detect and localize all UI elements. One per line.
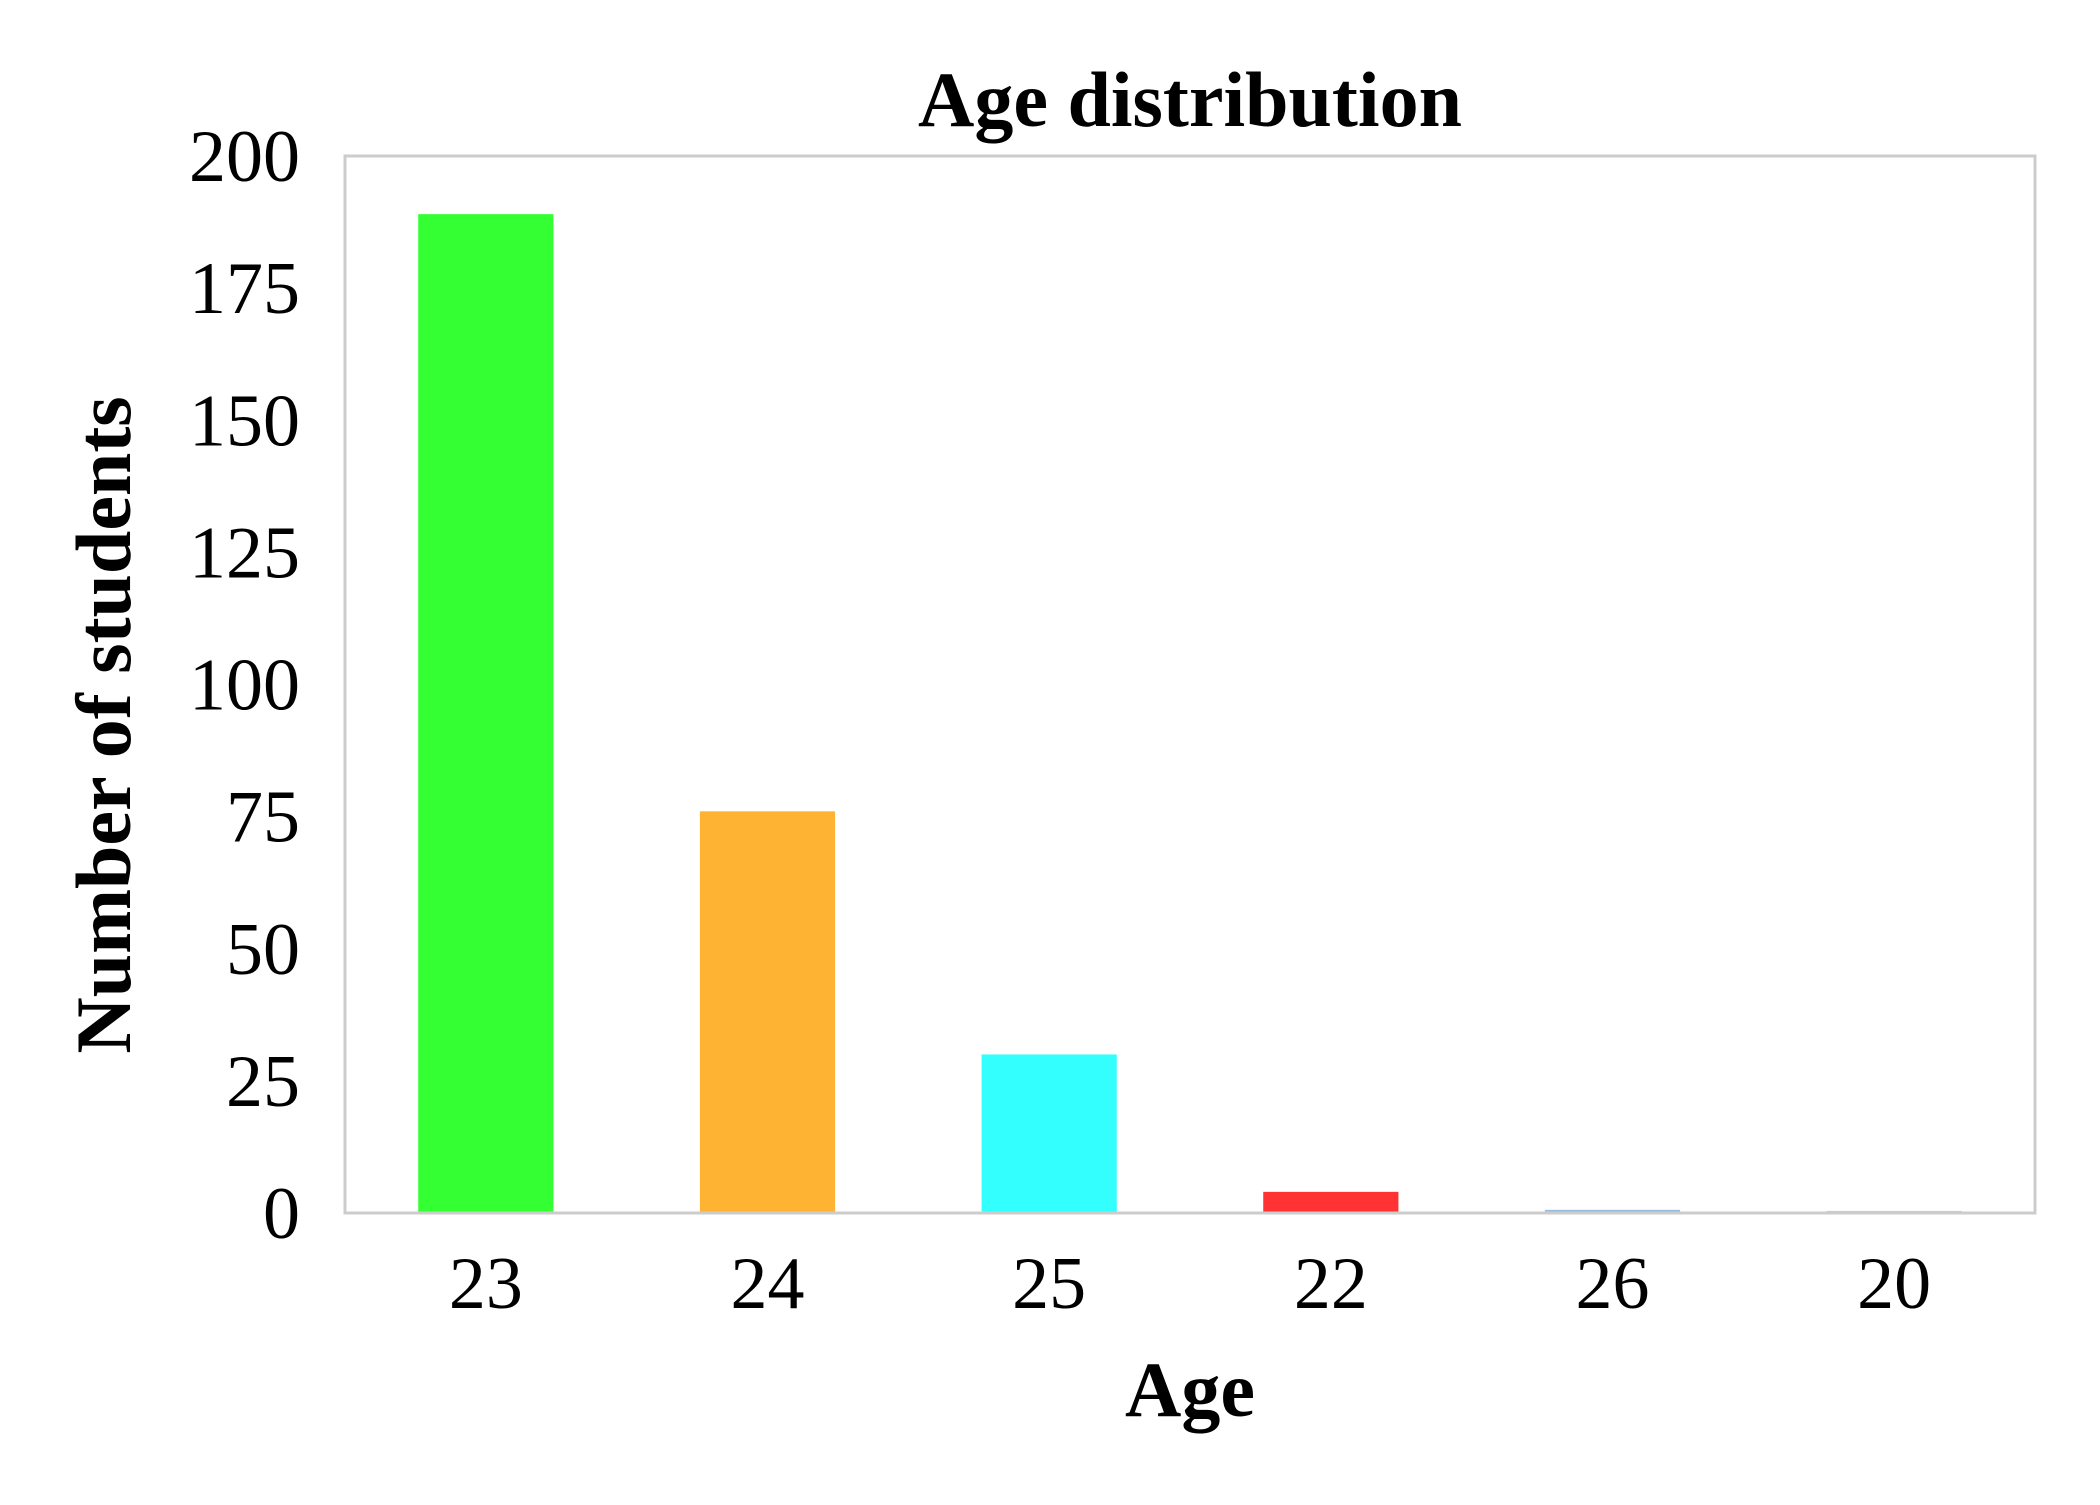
- y-tick-label: 125: [189, 512, 300, 594]
- bars-layer: [418, 214, 1962, 1213]
- x-tick-label: 24: [731, 1243, 805, 1325]
- y-tick-label: 175: [189, 248, 300, 330]
- chart-title: Age distribution: [918, 56, 1462, 143]
- x-tick-label: 25: [1012, 1243, 1086, 1325]
- bar-age-26: [1544, 1209, 1681, 1213]
- y-tick-label: 25: [226, 1041, 300, 1123]
- y-tick-label: 50: [226, 909, 300, 991]
- bar-age-24: [699, 811, 836, 1213]
- x-axis-ticks: 23 24 25 22 26 20: [449, 1243, 1931, 1325]
- bar-age-25: [981, 1054, 1117, 1213]
- x-tick-label: 22: [1294, 1243, 1368, 1325]
- x-tick-label: 20: [1857, 1243, 1931, 1325]
- plot-frame: [343, 154, 2037, 1215]
- y-tick-label: 100: [189, 645, 300, 727]
- x-axis-label: Age: [1125, 1346, 1255, 1433]
- bar-age-22: [1263, 1191, 1399, 1213]
- y-axis-ticks: 0 25 50 75 100 125 150 175 200: [189, 116, 300, 1255]
- y-tick-label: 0: [263, 1173, 300, 1255]
- y-tick-label: 150: [189, 380, 300, 462]
- x-tick-label: 26: [1576, 1243, 1650, 1325]
- y-tick-label: 200: [189, 116, 300, 198]
- x-tick-label: 23: [449, 1243, 523, 1325]
- y-tick-label: 75: [226, 777, 300, 859]
- y-axis-label: Number of students: [60, 396, 147, 1053]
- bar-age-23: [418, 214, 554, 1213]
